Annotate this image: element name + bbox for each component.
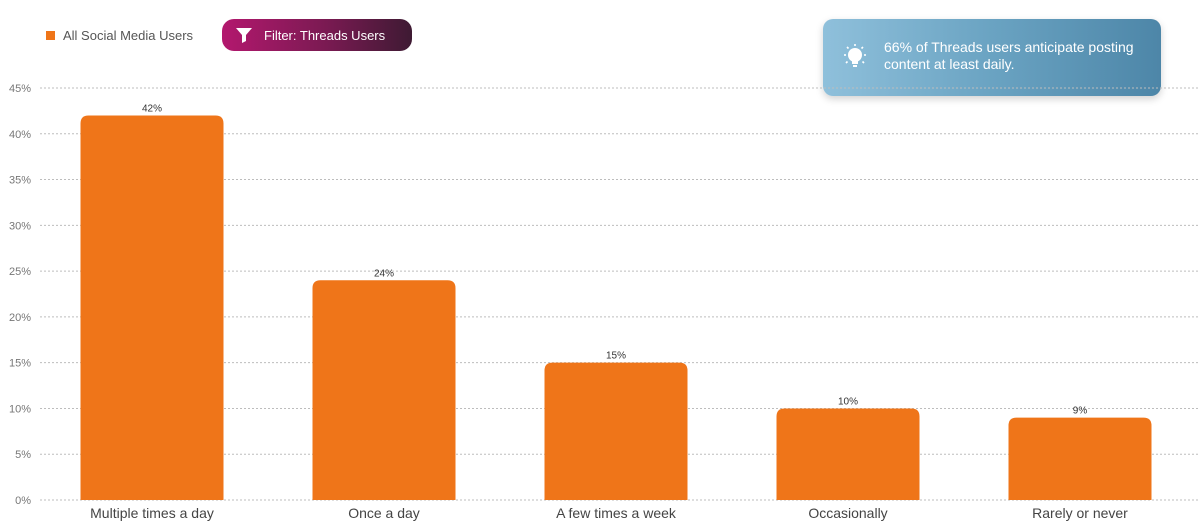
bar [80,115,224,500]
legend: All Social Media Users [46,26,193,44]
bar [776,408,920,500]
bar [312,280,456,500]
y-tick-label: 10% [9,403,31,415]
data-label: 42% [142,103,162,114]
y-tick-label: 35% [9,175,31,187]
filter-button[interactable]: Filter: Threads Users [222,19,412,51]
insight-text: 66% of Threads users anticipate posting … [884,39,1134,72]
x-category-label: Once a day [348,505,420,521]
lightbulb-icon [841,43,869,71]
data-label: 15% [606,351,626,362]
bar [1008,417,1152,500]
legend-swatch [46,30,55,40]
y-tick-label: 45% [9,83,31,95]
data-label: 9% [1073,406,1088,417]
data-label: 24% [374,268,394,279]
x-category-label: A few times a week [556,505,677,521]
y-tick-label: 20% [9,312,31,324]
insight-callout: 66% of Threads users anticipate posting … [823,19,1161,96]
y-tick-label: 5% [15,449,31,461]
y-tick-label: 15% [9,358,31,370]
legend-label: All Social Media Users [63,27,194,43]
x-category-label: Multiple times a day [90,505,214,521]
y-tick-label: 30% [9,220,31,232]
y-tick-label: 25% [9,266,31,278]
x-category-label: Rarely or never [1032,505,1128,521]
data-label: 10% [838,396,858,407]
bar [544,362,688,500]
y-tick-label: 40% [9,129,31,141]
funnel-icon [234,25,254,45]
x-category-label: Occasionally [808,505,887,521]
y-tick-label: 0% [15,495,31,507]
filter-label: Filter: Threads Users [264,27,386,43]
